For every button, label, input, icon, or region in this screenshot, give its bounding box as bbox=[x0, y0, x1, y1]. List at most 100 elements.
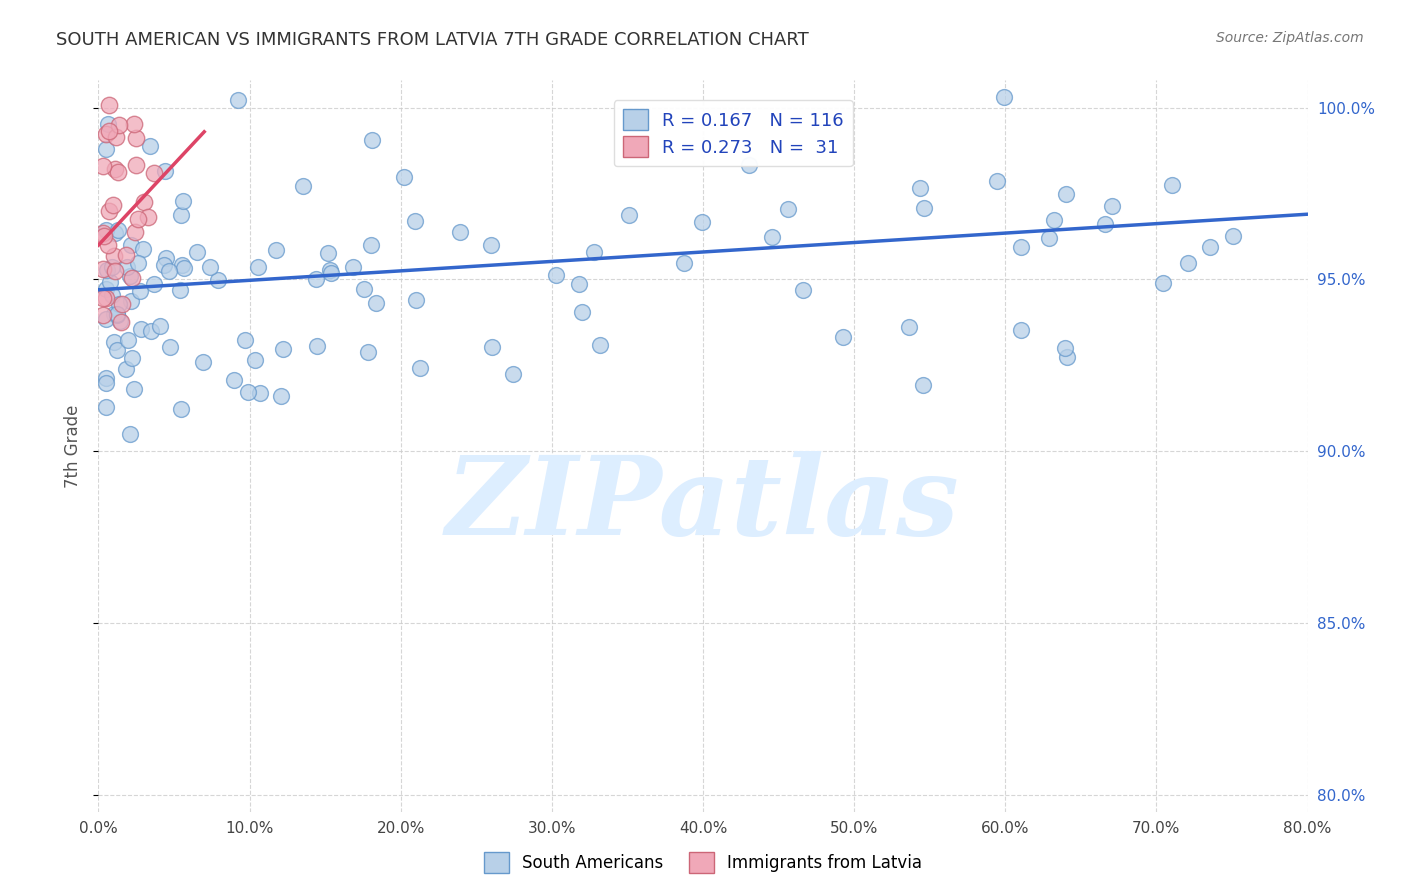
Point bbox=[107, 223, 129, 237]
Point bbox=[159, 340, 181, 354]
Point bbox=[360, 237, 382, 252]
Point bbox=[776, 202, 799, 216]
Point bbox=[169, 284, 191, 298]
Legend: R = 0.167   N = 116, R = 0.273   N =  31: R = 0.167 N = 116, R = 0.273 N = 31 bbox=[613, 100, 853, 167]
Point bbox=[1094, 217, 1116, 231]
Point bbox=[911, 377, 934, 392]
Point bbox=[124, 117, 146, 131]
Point bbox=[94, 282, 117, 296]
Point bbox=[342, 260, 364, 274]
Point bbox=[157, 263, 180, 277]
Point bbox=[111, 297, 134, 311]
Point bbox=[249, 385, 271, 400]
Point bbox=[108, 314, 131, 328]
Point bbox=[97, 124, 120, 138]
Point bbox=[118, 427, 141, 442]
Point bbox=[127, 212, 149, 227]
Point bbox=[832, 330, 855, 344]
Point bbox=[149, 319, 172, 334]
Point bbox=[107, 297, 129, 311]
Point bbox=[238, 385, 260, 400]
Point bbox=[94, 312, 117, 326]
Point bbox=[1011, 240, 1033, 254]
Point bbox=[120, 237, 142, 252]
Point bbox=[1038, 231, 1060, 245]
Point bbox=[97, 237, 120, 252]
Point bbox=[142, 166, 165, 180]
Point bbox=[305, 339, 328, 353]
Point bbox=[222, 372, 245, 386]
Point bbox=[247, 260, 270, 274]
Point bbox=[1010, 323, 1032, 337]
Point bbox=[93, 229, 115, 244]
Point bbox=[898, 320, 921, 334]
Point bbox=[170, 208, 193, 222]
Y-axis label: 7th Grade: 7th Grade bbox=[63, 404, 82, 488]
Point bbox=[107, 165, 129, 179]
Point bbox=[568, 277, 591, 292]
Point bbox=[170, 402, 193, 417]
Point bbox=[107, 119, 129, 133]
Point bbox=[98, 203, 121, 218]
Point bbox=[105, 307, 128, 321]
Point bbox=[94, 371, 117, 385]
Point bbox=[114, 362, 136, 376]
Point bbox=[186, 244, 208, 259]
Legend: South Americans, Immigrants from Latvia: South Americans, Immigrants from Latvia bbox=[478, 846, 928, 880]
Point bbox=[97, 97, 120, 112]
Point bbox=[132, 242, 155, 256]
Point bbox=[103, 249, 125, 263]
Point bbox=[291, 179, 314, 194]
Point bbox=[153, 259, 176, 273]
Point bbox=[142, 277, 165, 291]
Point bbox=[125, 158, 148, 172]
Point bbox=[153, 164, 176, 178]
Point bbox=[502, 367, 524, 381]
Point bbox=[103, 307, 125, 321]
Point bbox=[993, 90, 1015, 104]
Point bbox=[191, 355, 214, 369]
Point bbox=[1152, 276, 1174, 290]
Point bbox=[91, 226, 114, 240]
Point bbox=[101, 260, 124, 275]
Point bbox=[101, 198, 124, 212]
Point bbox=[405, 293, 427, 307]
Point bbox=[118, 268, 141, 283]
Point bbox=[908, 181, 931, 195]
Point bbox=[1043, 212, 1066, 227]
Point bbox=[589, 338, 612, 352]
Text: SOUTH AMERICAN VS IMMIGRANTS FROM LATVIA 7TH GRADE CORRELATION CHART: SOUTH AMERICAN VS IMMIGRANTS FROM LATVIA… bbox=[56, 31, 808, 49]
Point bbox=[357, 345, 380, 359]
Point bbox=[226, 94, 249, 108]
Point bbox=[361, 133, 384, 147]
Point bbox=[617, 208, 640, 222]
Point bbox=[170, 259, 193, 273]
Point bbox=[173, 261, 195, 276]
Point bbox=[582, 245, 605, 260]
Point bbox=[121, 351, 143, 366]
Point bbox=[124, 225, 146, 239]
Point bbox=[672, 256, 695, 270]
Point bbox=[235, 333, 257, 347]
Point bbox=[94, 223, 117, 237]
Point bbox=[1160, 178, 1182, 192]
Point bbox=[1101, 199, 1123, 213]
Point bbox=[91, 160, 114, 174]
Point bbox=[318, 263, 340, 277]
Point bbox=[546, 268, 568, 282]
Point bbox=[125, 131, 148, 145]
Point bbox=[172, 194, 194, 209]
Point bbox=[319, 266, 342, 280]
Point bbox=[115, 248, 138, 262]
Point bbox=[1054, 187, 1077, 202]
Point bbox=[94, 400, 117, 414]
Point bbox=[1177, 256, 1199, 270]
Point bbox=[101, 288, 124, 302]
Point bbox=[1222, 228, 1244, 243]
Point bbox=[761, 230, 783, 244]
Point bbox=[91, 262, 114, 277]
Point bbox=[571, 305, 593, 319]
Point bbox=[305, 272, 328, 286]
Point bbox=[96, 128, 118, 142]
Text: Source: ZipAtlas.com: Source: ZipAtlas.com bbox=[1216, 31, 1364, 45]
